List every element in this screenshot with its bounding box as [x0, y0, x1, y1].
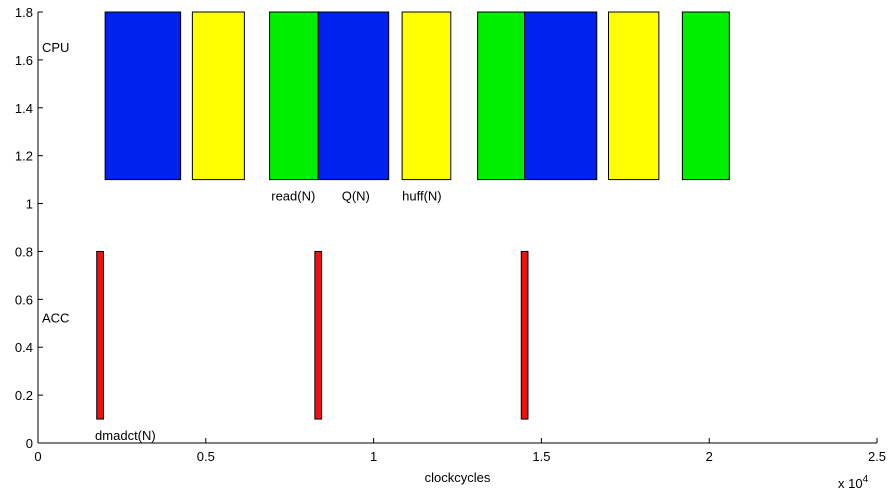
task-annotations: read(N) Q(N) huff(N) dmadct(N)	[95, 188, 442, 442]
bar-cpu-Q-0	[104, 11, 182, 181]
bar-acc-dmadct-10	[314, 250, 323, 420]
annotation-label: dmadct(N)	[95, 428, 156, 443]
lane-labels: CPU ACC	[42, 40, 69, 326]
bar-cpu-huff-1	[191, 11, 245, 181]
bar-acc-dmadct-11	[520, 250, 529, 420]
bar-cpu-huff-4	[401, 11, 452, 181]
y-tick-label: 1.6	[15, 53, 33, 68]
x-ticks: 0 0.5 1 1.5 2 2.5	[34, 438, 886, 464]
x-axis-label: clockcycles	[425, 470, 491, 485]
x-multiplier-exponent: 4	[863, 474, 869, 485]
x-tick-label: 2.5	[868, 449, 886, 464]
y-tick-label: 0	[26, 436, 33, 451]
y-tick-label: 0.6	[15, 292, 33, 307]
y-tick-label: 0.4	[15, 340, 33, 355]
x-axis-multiplier: x 104	[838, 474, 869, 491]
y-tick-label: 0.2	[15, 388, 33, 403]
bar-cpu-read-5	[477, 11, 526, 181]
annotation-label: read(N)	[271, 188, 315, 203]
task-bars	[96, 11, 730, 420]
y-tick-label: 1.8	[15, 5, 33, 20]
bar-cpu-Q-6	[524, 11, 598, 181]
y-tick-label: 1.4	[15, 101, 33, 116]
x-tick-label: 1.5	[532, 449, 550, 464]
y-tick-label: 1.2	[15, 149, 33, 164]
bar-cpu-read-8	[681, 11, 730, 181]
x-tick-label: 0.5	[197, 449, 215, 464]
y-tick-label: 1	[26, 197, 33, 212]
x-tick-label: 0	[34, 449, 41, 464]
bar-cpu-read-2	[269, 11, 319, 181]
x-multiplier-base: x 10	[838, 476, 863, 491]
x-tick-label: 1	[370, 449, 377, 464]
lane-label-cpu: CPU	[42, 40, 69, 55]
x-tick-label: 2	[706, 449, 713, 464]
y-ticks: 0 0.2 0.4 0.6 0.8 1 1.2 1.4 1.6 1.8	[15, 5, 43, 451]
annotation-label: huff(N)	[402, 188, 442, 203]
axes	[37, 12, 877, 444]
y-tick-label: 0.8	[15, 244, 33, 259]
bar-acc-dmadct-9	[96, 250, 104, 420]
lane-label-acc: ACC	[42, 310, 69, 325]
bar-cpu-Q-3	[317, 11, 390, 181]
annotation-label: Q(N)	[342, 188, 370, 203]
bar-cpu-huff-7	[608, 11, 660, 181]
